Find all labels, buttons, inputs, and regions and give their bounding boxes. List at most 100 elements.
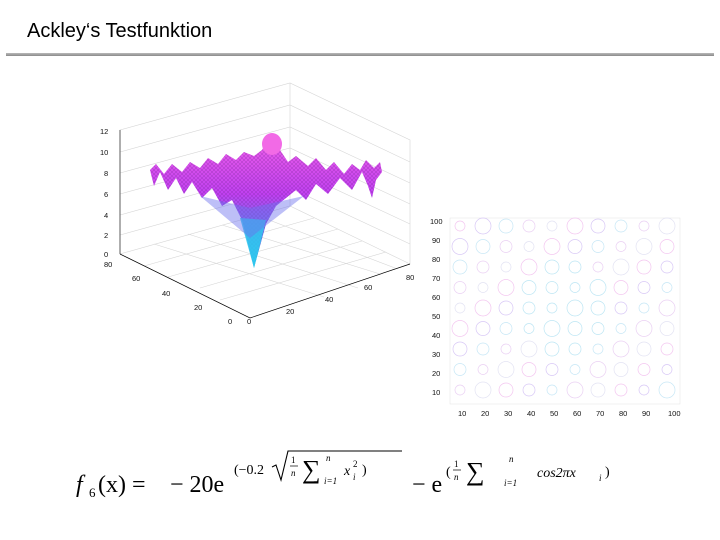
- z-tick: 4: [104, 211, 108, 220]
- contour-y-tick: 80: [432, 255, 440, 264]
- contour-ring: [660, 260, 674, 274]
- contour-ring: [498, 300, 514, 316]
- contour-ring: [635, 320, 653, 337]
- y-tick: 80: [104, 260, 112, 269]
- contour-ring: [451, 320, 469, 337]
- contour-ring: [520, 340, 538, 358]
- contour-ring: [499, 240, 513, 253]
- contour-ring: [452, 259, 468, 275]
- exp2-open: (: [446, 465, 451, 480]
- contour-ring: [500, 343, 512, 355]
- contour-ring: [543, 238, 561, 255]
- contour-ring: [566, 381, 584, 399]
- title-divider: [6, 53, 714, 56]
- contour-ring: [566, 217, 584, 235]
- formula-term1: − 20e: [170, 472, 224, 498]
- contour-ring: [567, 239, 583, 254]
- contour-ring: [635, 238, 653, 255]
- contour-ring: [591, 240, 605, 253]
- contour-ring: [544, 341, 560, 357]
- contour-ring: [638, 220, 650, 232]
- contour-ring: [569, 282, 581, 293]
- contour-ring: [543, 320, 561, 337]
- contour-ring: [545, 281, 559, 294]
- cos-term: cos2πx: [537, 466, 577, 481]
- contour-x-tick: 30: [504, 409, 512, 418]
- contour-ring: [590, 218, 606, 234]
- contour-ring: [500, 261, 512, 273]
- contour-x-ticks: 10 20 30 40 50 60 70 80 90 100: [458, 409, 681, 418]
- sum1-bottom: i=1: [324, 476, 337, 486]
- contour-ring: [523, 323, 535, 334]
- contour-ring: [477, 282, 489, 293]
- contour-ring: [474, 381, 492, 399]
- contour-ring: [637, 281, 651, 294]
- contour-ring: [454, 302, 466, 314]
- sum1-var-sup: 2: [353, 459, 358, 469]
- z-axis-ticks: 12 10 8 6 4 2 0: [100, 127, 108, 259]
- contour-ring: [658, 217, 676, 235]
- y-tick: 20: [194, 303, 202, 312]
- sum-sign-2: ∑: [466, 457, 485, 486]
- contour-ring: [546, 384, 558, 396]
- contour-ring: [658, 299, 676, 317]
- contour-x-tick: 100: [668, 409, 681, 418]
- formula-lhs-arg: (x) =: [98, 472, 146, 498]
- contour-ring: [546, 220, 558, 232]
- ackley-surface: [150, 133, 382, 268]
- contour-y-tick: 90: [432, 236, 440, 245]
- contour-ring: [567, 321, 583, 336]
- contour-ring: [612, 340, 630, 358]
- formula-lhs-sub: 6: [89, 485, 96, 500]
- contour-ring: [521, 280, 537, 295]
- contour-ring: [636, 341, 652, 357]
- sum1-top: n: [326, 453, 331, 463]
- formula-lhs: f: [76, 472, 86, 498]
- contour-ring: [613, 280, 629, 295]
- contour-ring: [569, 364, 581, 375]
- contour-ring: [498, 382, 514, 398]
- contour-y-tick: 40: [432, 331, 440, 340]
- contour-ring: [591, 322, 605, 335]
- contour-ring: [613, 362, 629, 377]
- contour-ring: [453, 363, 467, 376]
- contour-ring: [568, 342, 582, 356]
- contour-ring: [612, 258, 630, 276]
- contour-x-tick: 80: [619, 409, 627, 418]
- contour-y-tick: 70: [432, 274, 440, 283]
- contour-ring: [544, 259, 560, 275]
- z-tick: 6: [104, 190, 108, 199]
- contour-ring: [659, 239, 675, 254]
- contour-y-tick: 20: [432, 369, 440, 378]
- sum1-var: x: [343, 464, 351, 479]
- contour-ring: [476, 260, 490, 274]
- contour-ring: [522, 301, 536, 315]
- contour-ring: [474, 217, 492, 235]
- contour-x-tick: 90: [642, 409, 650, 418]
- contour-ring: [477, 364, 489, 375]
- contour-lines: [451, 217, 676, 399]
- contour-ring: [637, 363, 651, 376]
- x-tick: 60: [364, 283, 372, 292]
- slide-title: Ackley‘s Testfunktion: [27, 20, 213, 42]
- contour-x-tick: 50: [550, 409, 558, 418]
- contour-ring: [614, 301, 628, 315]
- z-tick: 8: [104, 169, 108, 178]
- z-tick: 0: [104, 250, 108, 259]
- contour-x-tick: 10: [458, 409, 466, 418]
- contour-ring: [638, 302, 650, 314]
- contour-ring: [566, 299, 584, 317]
- contour-ring: [521, 362, 537, 377]
- contour-ring: [658, 381, 676, 399]
- contour-x-tick: 60: [573, 409, 581, 418]
- contour-ring: [522, 383, 536, 397]
- contour-y-tick: 10: [432, 388, 440, 397]
- frac2-num: 1: [454, 459, 459, 469]
- contour-ring: [498, 218, 514, 234]
- contour-ring: [453, 281, 467, 294]
- contour-ring: [475, 321, 491, 336]
- contour-ring: [592, 343, 604, 355]
- contour-ring: [660, 342, 674, 356]
- contour-ring: [590, 300, 606, 316]
- contour-ring: [520, 258, 538, 276]
